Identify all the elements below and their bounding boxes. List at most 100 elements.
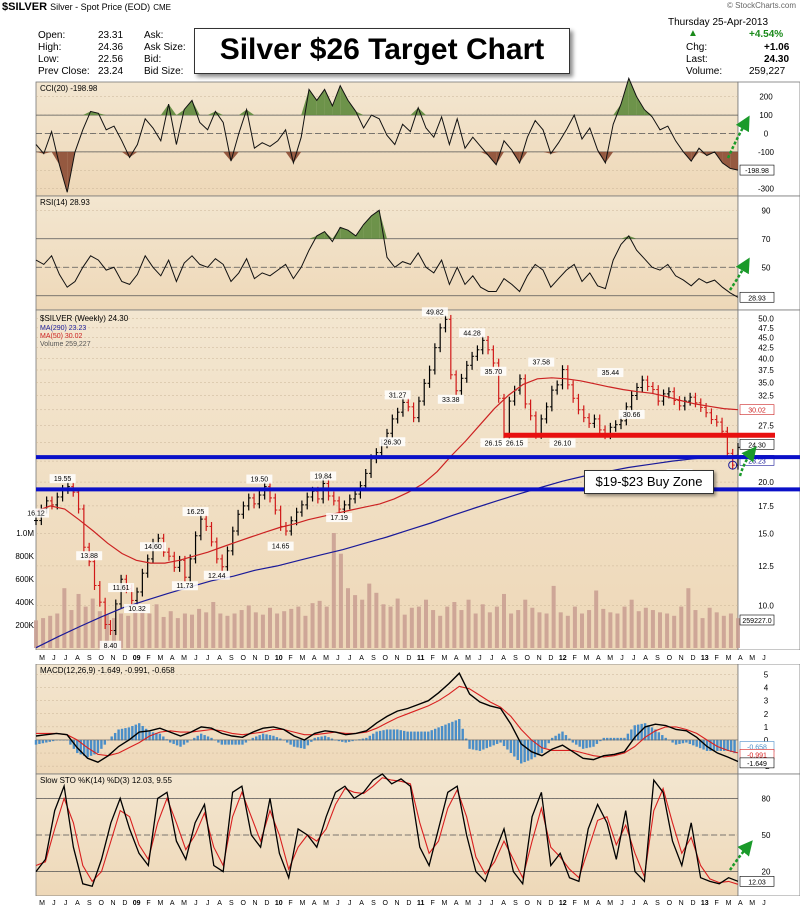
x-axis-label: S — [229, 655, 234, 662]
price-label-box — [618, 409, 645, 419]
volume-bar — [133, 611, 138, 648]
macd-histogram-bar — [155, 732, 158, 741]
price-legend: $SILVER (Weekly) 24.30 — [40, 314, 129, 323]
cci-negative-area — [519, 151, 528, 163]
price-label: 26.30 — [384, 439, 402, 446]
cci-negative-area — [59, 151, 68, 193]
volume-bar — [232, 613, 237, 648]
price-label: 26.10 — [554, 441, 572, 448]
macd-histogram-bar — [255, 736, 258, 741]
volume-bar — [282, 611, 287, 648]
macd-histogram-bar — [385, 729, 389, 741]
macd-histogram-bar — [100, 739, 103, 749]
volume-bar — [601, 608, 606, 648]
macd-histogram-bar — [413, 731, 416, 741]
price-label-box — [549, 438, 576, 448]
macd-histogram-bar — [482, 739, 485, 750]
x-axis-label-bottom: J — [52, 900, 56, 907]
volume-bar — [218, 613, 223, 648]
macd-histogram-bar — [182, 739, 186, 745]
last-value: 24.30 — [764, 54, 790, 65]
macd-histogram-bar — [437, 727, 440, 741]
volume-bar — [650, 610, 655, 648]
macd-histogram-bar — [420, 731, 423, 741]
volume-bar — [558, 612, 563, 648]
price-label-box — [203, 570, 230, 580]
volume-bar — [83, 606, 88, 648]
up-arrow-icon: ▲ — [688, 28, 698, 39]
x-axis-label: D — [690, 655, 695, 662]
macd-histogram-bar — [272, 735, 275, 741]
macd-tick-label: 4 — [764, 684, 769, 693]
volume-bar — [494, 606, 499, 648]
volume-bar — [424, 599, 428, 648]
x-axis-label-bottom: J — [64, 900, 68, 907]
x-axis-label-bottom: M — [442, 900, 448, 907]
price-up-arrow — [738, 446, 757, 477]
symbol-title: $SILVER Silver - Spot Price (EOD) CME — [2, 1, 171, 13]
macd-histogram-bar — [292, 739, 296, 747]
volume-bar — [239, 610, 244, 648]
cci-tick-label: -300 — [758, 185, 775, 194]
cci-positive-area — [324, 89, 333, 116]
x-axis-label-bottom: M — [181, 900, 187, 907]
price-label: 33.38 — [442, 397, 460, 404]
x-axis-label-bottom: A — [75, 900, 80, 907]
macd-histogram-bar — [310, 739, 313, 742]
x-axis-label: A — [643, 655, 648, 662]
macd-histogram-bar — [695, 739, 698, 747]
macd-histogram-bar — [723, 739, 726, 751]
x-axis-label-bottom: J — [206, 900, 210, 907]
open-label: Open: — [38, 30, 66, 41]
x-axis-label-bottom: A — [454, 900, 459, 907]
price-label: 17.19 — [330, 515, 348, 522]
macd-histogram-bar — [530, 739, 533, 760]
macd-histogram-bar — [217, 739, 220, 743]
x-axis-label-bottom: M — [726, 900, 732, 907]
ma50-line — [35, 377, 739, 564]
price-tick-label: 50.0 — [758, 315, 774, 324]
price-tick-label: 45.0 — [758, 333, 774, 342]
cci-negative-area — [511, 151, 520, 163]
volume-bar — [466, 599, 471, 648]
x-axis-label-bottom: S — [513, 900, 518, 907]
macd-tick-label: 3 — [764, 697, 769, 706]
macd-histogram-bar — [258, 735, 261, 741]
macd-histogram-bar — [162, 736, 165, 741]
macd-background — [35, 663, 739, 775]
x-axis-label: N — [679, 655, 684, 662]
volume-bar — [721, 615, 726, 648]
chart-annotation-title: Silver $26 Target Chart — [219, 33, 545, 66]
macd-histogram-bar — [712, 739, 716, 751]
cci-negative-area — [691, 151, 699, 162]
x-axis-label-bottom: A — [217, 900, 222, 907]
macd-histogram-bar — [186, 739, 189, 743]
volume-bar — [707, 607, 712, 648]
x-axis-label-bottom: J — [762, 900, 766, 907]
x-axis-label-bottom: A — [596, 900, 601, 907]
cci-positive-area — [332, 85, 341, 116]
price-tick-label: 27.5 — [758, 421, 774, 430]
price-label-box — [124, 604, 151, 614]
price-label: 14.65 — [272, 544, 290, 551]
x-axis-label: A — [501, 655, 506, 662]
volume-bar — [409, 607, 414, 648]
x-axis-label: O — [383, 655, 389, 662]
volume-bar — [431, 610, 436, 648]
macd-histogram-bar — [709, 739, 712, 751]
high-value: 24.36 — [98, 42, 124, 53]
macd-histogram-bar — [568, 738, 571, 741]
rsi-tick-label: 70 — [762, 235, 771, 244]
price-label-box — [421, 307, 448, 317]
volume-bar — [331, 533, 336, 648]
macd-histogram-bar — [210, 737, 213, 741]
volume-bar — [452, 602, 457, 648]
prev-close-label: Prev Close: — [38, 66, 90, 77]
macd-histogram-bar — [38, 739, 41, 744]
price-tick-label: 15.0 — [758, 529, 774, 538]
macd-histogram-bar — [540, 739, 544, 754]
volume-bar — [736, 618, 740, 648]
price-label: 37.58 — [532, 360, 550, 367]
